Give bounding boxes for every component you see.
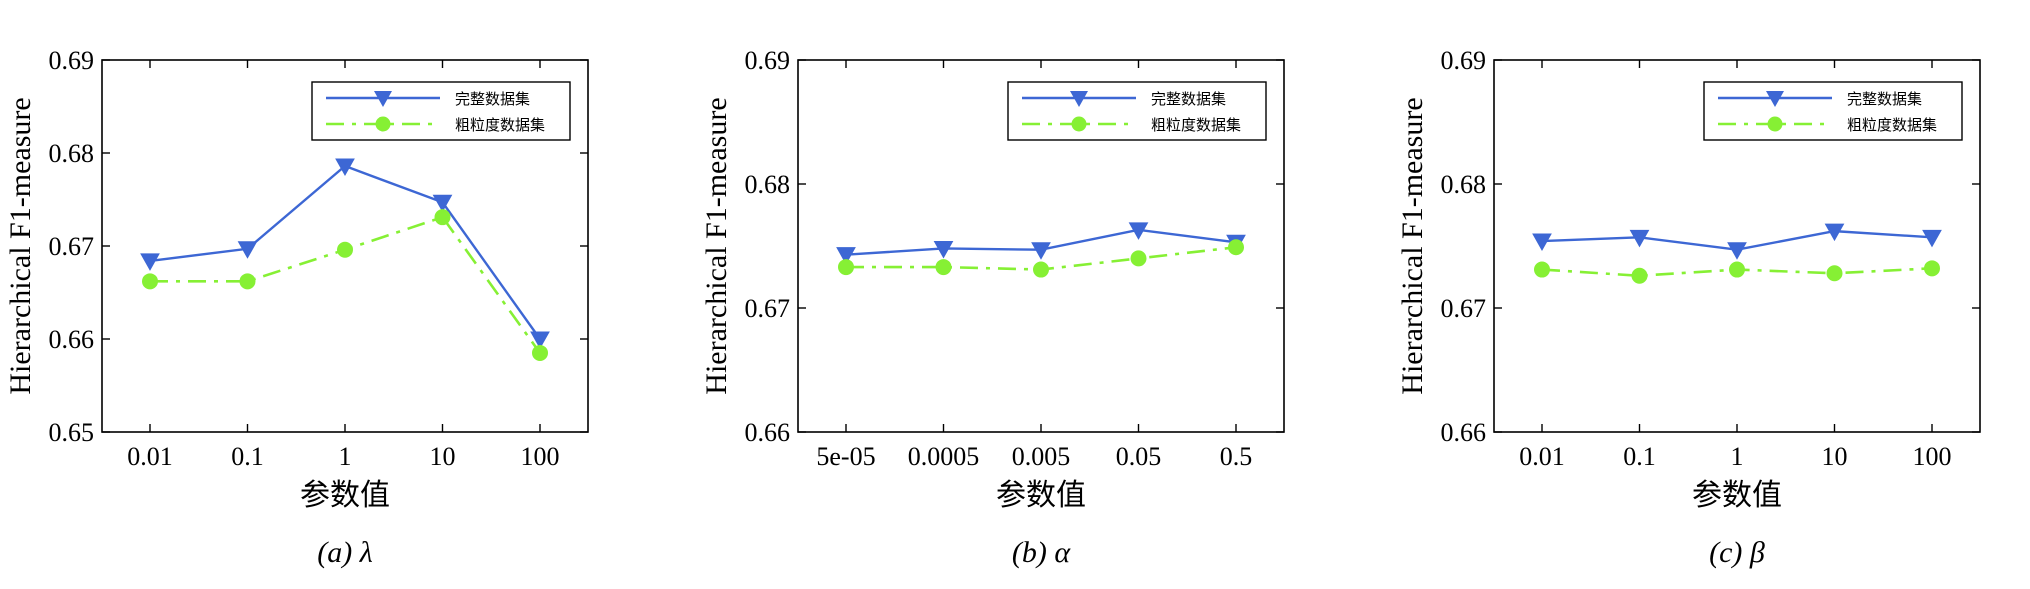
data-point-coarse bbox=[1534, 261, 1550, 278]
data-point-full bbox=[933, 240, 954, 259]
legend-label-1: 粗粒度数据集 bbox=[1847, 116, 1937, 134]
y-tick-label: 0.69 bbox=[745, 46, 791, 75]
legend-marker-coarse bbox=[375, 116, 391, 132]
data-point-full bbox=[1128, 222, 1149, 240]
chart-panel-0: 0.65 0.66 0.67 0.68 0.69 0.01 0.1 1 10 100 参数值 Hier… bbox=[4, 46, 589, 569]
y-axis-label: Hierarchical F1-measure bbox=[700, 97, 733, 394]
data-point-full bbox=[237, 241, 258, 259]
legend-label-0: 完整数据集 bbox=[455, 90, 530, 108]
y-tick-label: 0.68 bbox=[1441, 170, 1487, 199]
x-axis-label: 参数值 bbox=[300, 479, 390, 512]
data-point-full bbox=[836, 247, 856, 265]
data-point-full bbox=[1031, 242, 1051, 260]
legend-box bbox=[1007, 81, 1267, 141]
panel-caption: (c) β bbox=[1709, 536, 1765, 569]
data-point-coarse bbox=[532, 344, 548, 361]
data-point-full bbox=[1532, 233, 1552, 252]
series-line-1 bbox=[150, 215, 542, 354]
data-point-coarse bbox=[1826, 265, 1843, 282]
data-point-coarse bbox=[337, 241, 353, 258]
y-tick-label: 0.67 bbox=[49, 232, 95, 261]
x-tick-label: 10 bbox=[1822, 442, 1848, 471]
legend-marker-coarse bbox=[1071, 116, 1087, 132]
data-point-coarse bbox=[935, 259, 952, 276]
legend-label-1: 粗粒度数据集 bbox=[455, 116, 545, 134]
y-tick-label: 0.66 bbox=[49, 325, 95, 354]
data-point-coarse bbox=[1924, 260, 1940, 277]
data-point-full bbox=[335, 158, 355, 177]
data-point-full bbox=[1727, 242, 1747, 260]
legend-label-0: 完整数据集 bbox=[1151, 90, 1226, 108]
legend-marker-full bbox=[1766, 91, 1784, 107]
x-axis-label: 参数值 bbox=[1692, 479, 1782, 512]
data-point-full bbox=[140, 253, 160, 271]
data-point-coarse bbox=[1228, 239, 1244, 256]
data-point-coarse bbox=[1130, 250, 1147, 267]
data-point-coarse bbox=[1033, 261, 1049, 278]
y-tick-label: 0.66 bbox=[1441, 418, 1487, 447]
y-axis-label: Hierarchical F1-measure bbox=[1396, 97, 1429, 394]
x-tick-label: 100 bbox=[1913, 442, 1952, 471]
legend-marker-full bbox=[1070, 91, 1088, 107]
y-tick-label: 0.67 bbox=[1441, 294, 1487, 323]
x-tick-label: 1 bbox=[339, 442, 352, 471]
y-axis-label: Hierarchical F1-measure bbox=[4, 97, 37, 394]
x-tick-label: 5e-05 bbox=[816, 442, 875, 471]
legend-box bbox=[1703, 81, 1963, 141]
x-tick-label: 0.1 bbox=[231, 442, 264, 471]
x-tick-label: 0.005 bbox=[1012, 442, 1071, 471]
data-point-full bbox=[432, 194, 453, 213]
x-tick-label: 0.5 bbox=[1220, 442, 1253, 471]
x-tick-label: 0.1 bbox=[1623, 442, 1656, 471]
legend-label-0: 完整数据集 bbox=[1847, 90, 1922, 108]
data-point-full bbox=[530, 331, 550, 350]
y-tick-label: 0.65 bbox=[49, 418, 95, 447]
y-tick-label: 0.68 bbox=[49, 139, 95, 168]
panel-caption: (a) λ bbox=[317, 536, 372, 569]
x-tick-label: 0.01 bbox=[127, 442, 173, 471]
x-tick-label: 0.0005 bbox=[908, 442, 980, 471]
chart-panel-1: 0.66 0.67 0.68 0.69 5e-05 0.0005 0.005 0.05 0.5 参… bbox=[700, 46, 1285, 569]
panel-caption: (b) α bbox=[1012, 536, 1071, 569]
chart-panel-2: 0.66 0.67 0.68 0.69 0.01 0.1 1 10 100 参数值 Hierarch… bbox=[1396, 46, 1981, 569]
data-point-coarse bbox=[1729, 261, 1745, 278]
data-point-full bbox=[1922, 229, 1942, 248]
y-tick-label: 0.69 bbox=[49, 46, 95, 75]
x-tick-label: 0.05 bbox=[1116, 442, 1162, 471]
data-point-coarse bbox=[434, 209, 451, 226]
x-tick-label: 100 bbox=[521, 442, 560, 471]
x-axis-label: 参数值 bbox=[996, 479, 1086, 512]
legend-marker-coarse bbox=[1767, 116, 1783, 132]
data-point-coarse bbox=[1631, 267, 1648, 284]
y-tick-label: 0.67 bbox=[745, 294, 791, 323]
data-point-coarse bbox=[142, 273, 158, 290]
y-tick-label: 0.66 bbox=[745, 418, 791, 447]
data-point-coarse bbox=[239, 273, 256, 290]
legend-box bbox=[311, 81, 571, 141]
x-tick-label: 10 bbox=[430, 442, 456, 471]
data-point-full bbox=[1824, 223, 1845, 242]
legend-label-1: 粗粒度数据集 bbox=[1151, 116, 1241, 134]
data-point-full bbox=[1629, 229, 1650, 248]
x-tick-label: 1 bbox=[1731, 442, 1744, 471]
legend-marker-full bbox=[374, 91, 392, 107]
y-tick-label: 0.69 bbox=[1441, 46, 1487, 75]
x-tick-label: 0.01 bbox=[1519, 442, 1565, 471]
data-point-coarse bbox=[838, 259, 854, 276]
y-tick-label: 0.68 bbox=[745, 170, 791, 199]
